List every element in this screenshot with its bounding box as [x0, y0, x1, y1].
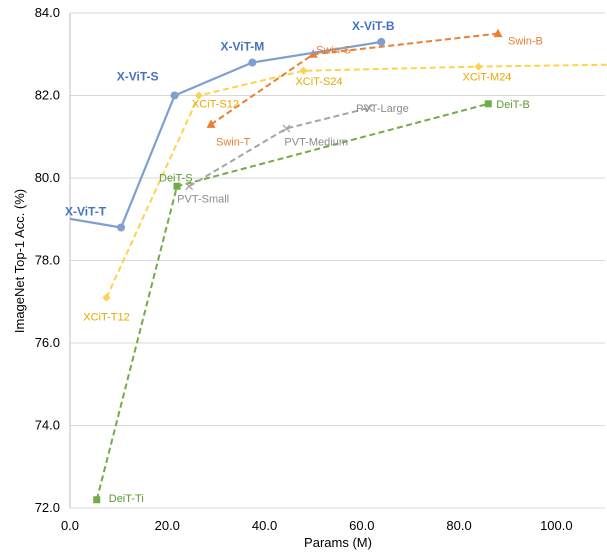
data-point: [248, 58, 257, 67]
data-point: [365, 103, 374, 112]
data-label: Swin-B: [508, 36, 543, 48]
y-tick-labels: 72.0 74.0 76.0 78.0 80.0 82.0 84.0: [35, 5, 60, 515]
data-point: [206, 119, 216, 128]
data-point: [377, 37, 386, 46]
data-label: X-ViT-M: [220, 40, 264, 54]
data-point: [93, 496, 101, 504]
y-tick-label: 72.0: [35, 500, 60, 515]
data-label: DeiT-B: [496, 99, 530, 111]
data-label: Swin-S: [316, 44, 351, 56]
series-line-xcit: [105, 63, 607, 299]
data-label: DeiT-Ti: [109, 493, 144, 505]
data-label: PVT-Medium: [284, 137, 348, 149]
data-point: [484, 100, 492, 108]
data-label: X-ViT-B: [352, 19, 395, 33]
x-tick-label: 80.0: [446, 518, 471, 533]
data-label: DeiT-S: [159, 172, 193, 184]
y-tick-label: 84.0: [35, 5, 60, 20]
x-tick-label: 60.0: [349, 518, 374, 533]
y-tick-label: 74.0: [35, 418, 60, 433]
data-point: [493, 28, 503, 38]
x-tick-label: 20.0: [155, 518, 180, 533]
plot-area: [70, 28, 607, 504]
x-tick-label: 40.0: [252, 518, 277, 533]
x-tick-label: 100.0: [540, 518, 573, 533]
series-pvt: [185, 103, 374, 191]
gridlines: [70, 12, 605, 509]
data-point: [282, 124, 291, 133]
data-label: Swin-T: [216, 136, 251, 148]
data-point: [194, 91, 203, 100]
x-tick-labels: 0.0 20.0 40.0 60.0 80.0 100.0: [61, 518, 573, 533]
data-point: [299, 66, 308, 75]
data-label: PVT-Large: [356, 103, 409, 115]
series-xcit: [102, 62, 607, 302]
y-tick-label: 76.0: [35, 335, 60, 350]
data-label: X-ViT-T: [65, 205, 107, 219]
data-point: [185, 182, 194, 191]
data-point: [117, 223, 126, 232]
data-label: XCiT-S12: [192, 99, 239, 111]
data-label: X-ViT-S: [117, 70, 159, 84]
series-line-deit: [95, 102, 489, 500]
data-point: [102, 293, 111, 302]
series-deit: [93, 100, 492, 504]
y-tick-label: 78.0: [35, 253, 60, 268]
y-tick-label: 82.0: [35, 88, 60, 103]
data-label: XCiT-T12: [83, 312, 129, 324]
data-label: XCiT-S24: [295, 76, 342, 88]
data-point: [173, 182, 181, 190]
data-point: [474, 62, 483, 71]
series-x-vit: [70, 37, 386, 232]
y-tick-label: 80.0: [35, 170, 60, 185]
x-tick-label: 0.0: [61, 518, 79, 533]
data-point: [170, 91, 179, 100]
data-label: PVT-Small: [177, 193, 229, 205]
point-labels: DeiT-Ti DeiT-S DeiT-B PVT-Small PVT-Medium PV…: [65, 19, 543, 505]
x-axis-title: Params (M): [304, 535, 372, 550]
y-axis-title: ImageNet Top-1 Acc. (%): [12, 189, 27, 333]
data-label: XCiT-M24: [463, 72, 512, 84]
